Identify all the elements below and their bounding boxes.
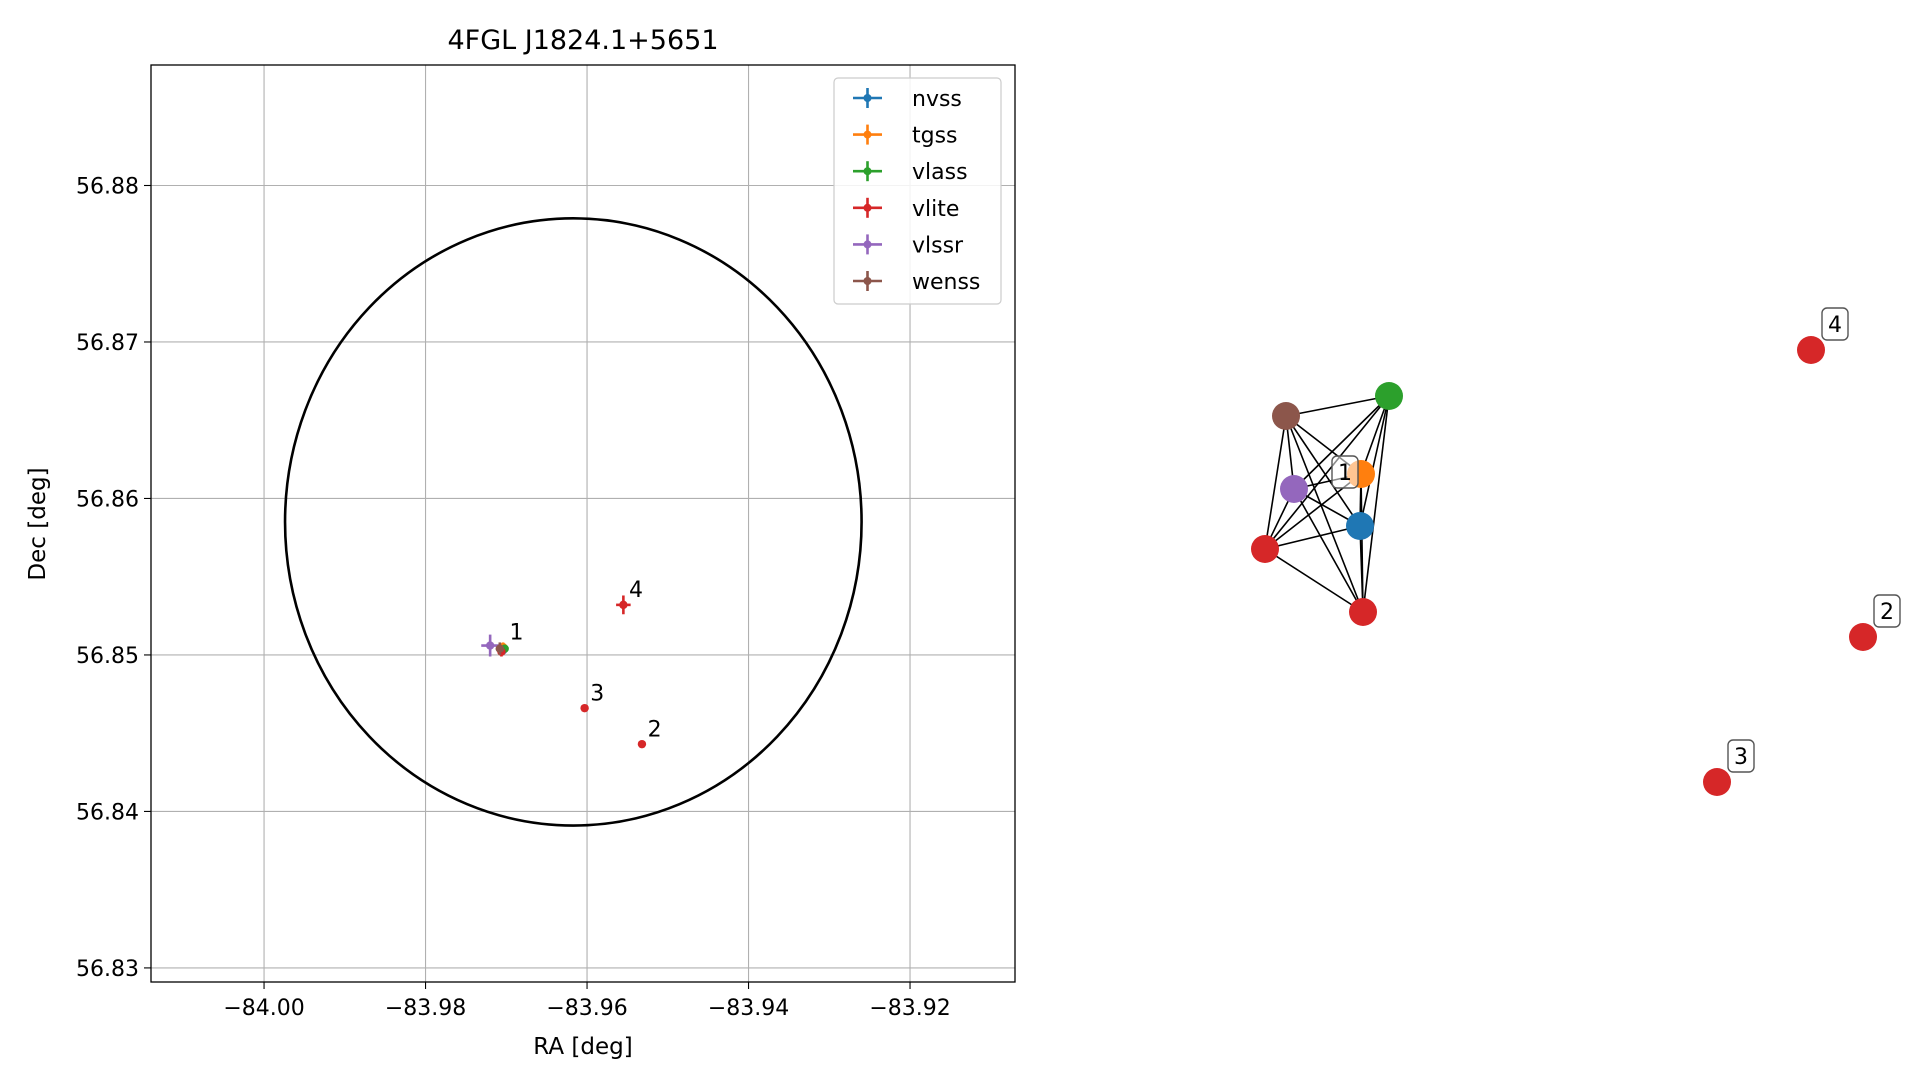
ellipse-layer (283, 217, 863, 827)
points-layer (481, 595, 647, 749)
legend-entry-tgss: tgss (853, 124, 958, 149)
x-tick-label: −84.00 (223, 996, 304, 1021)
graph-edge (1285, 395, 1390, 417)
legend-swatch-dot (863, 94, 872, 102)
point-marker (485, 641, 495, 650)
annotation-layer: 1 2 3 4 (510, 578, 662, 742)
node-labels-layer: 1 4 2 3 (1331, 307, 1901, 773)
y-tick-label: 56.84 (76, 800, 139, 825)
legend-entry-vlite: vlite (853, 197, 959, 222)
label-box (1727, 739, 1755, 773)
x-tick-label: −83.94 (708, 996, 789, 1021)
graph-edge (1285, 415, 1361, 527)
data-point-vlite (580, 703, 589, 713)
y-tick-label: 56.87 (76, 331, 139, 356)
legend-label: nvss (912, 87, 962, 112)
y-tick-label: 56.85 (76, 644, 139, 669)
point-marker (580, 703, 589, 713)
point-annotation: 4 (629, 578, 643, 603)
legend-swatch-dot (863, 203, 872, 212)
graph-edge (1359, 525, 1364, 613)
label-box (1821, 307, 1849, 341)
y-axis: 56.83 56.84 56.85 56.86 56.87 56.88 (76, 174, 151, 982)
legend-swatch-dot (863, 167, 872, 176)
plot-frame (150, 64, 1016, 983)
legend-label: vlssr (912, 233, 964, 258)
y-axis-label: Dec [deg] (25, 467, 51, 580)
point-marker (619, 600, 628, 610)
graph-node-vlite-b (1349, 598, 1377, 626)
legend-entry-wenss: wenss (853, 270, 980, 295)
legend-label: vlass (912, 160, 968, 185)
graph-node-vlssr (1280, 475, 1308, 503)
graph-node-nvss (1346, 512, 1374, 540)
graph-node-wenss (1272, 402, 1300, 430)
label-text: 3 (1734, 745, 1748, 770)
graph-node-label: 4 (1821, 307, 1849, 341)
graph-edge (1362, 395, 1390, 613)
point-annotation: 3 (590, 681, 604, 706)
legend-entries: nvss tgss vlass vlite vlssr wenss (853, 87, 980, 295)
x-axis-label: RA [deg] (533, 1034, 632, 1060)
graph-node-label: 3 (1727, 739, 1755, 773)
x-tick-label: −83.92 (869, 996, 950, 1021)
graph-edge (1359, 395, 1390, 527)
point-marker (637, 739, 647, 749)
y-tick-label: 56.83 (76, 957, 139, 982)
legend-swatch-dot (863, 130, 872, 139)
label-text: 4 (1828, 313, 1842, 338)
chart-title: 4FGL J1824.1+5651 (447, 25, 718, 56)
graph-edge (1264, 415, 1287, 550)
graph-node-label: 1 (1331, 455, 1359, 489)
label-text: 1 (1338, 461, 1352, 486)
legend-label: wenss (912, 270, 980, 295)
label-box (1331, 455, 1359, 489)
data-point-vlite (616, 595, 631, 615)
label-box (1873, 594, 1901, 628)
graph-node-vlite-2 (1849, 623, 1877, 651)
graph-edge (1264, 525, 1361, 550)
data-point-vlssr (481, 634, 500, 657)
graph-edge (1293, 488, 1364, 613)
data-point-wenss (495, 642, 505, 655)
graph-edge (1293, 395, 1390, 490)
legend-entry-nvss: nvss (853, 87, 962, 112)
legend-entry-vlass: vlass (853, 160, 968, 185)
graph-node-label: 2 (1873, 594, 1901, 628)
data-point-vlite (637, 739, 647, 749)
legend-entry-vlssr: vlssr (853, 233, 964, 258)
y-tick-label: 56.88 (76, 174, 139, 199)
legend-swatch-dot (863, 240, 872, 249)
graph-edge (1264, 395, 1390, 550)
label-text: 2 (1880, 600, 1894, 625)
graph-edge (1264, 548, 1364, 613)
legend: nvss tgss vlass vlite vlssr wenss (833, 77, 1002, 305)
network-panel: 1 4 2 3 (1251, 307, 1901, 796)
legend-label: vlite (912, 197, 959, 222)
graph-node-vlass (1375, 382, 1403, 410)
point-annotation: 1 (510, 620, 524, 645)
legend-swatch-dot (863, 277, 872, 285)
x-axis: −84.00 −83.98 −83.96 −83.94 −83.92 (223, 982, 951, 1021)
confidence-ellipse (283, 217, 863, 827)
graph-edge (1285, 415, 1364, 613)
nodes-layer (1251, 336, 1877, 796)
graph-node-vlite-a (1251, 535, 1279, 563)
legend-label: tgss (912, 124, 958, 149)
x-tick-label: −83.98 (385, 996, 466, 1021)
y-tick-label: 56.86 (76, 487, 139, 512)
graph-node-vlite-3 (1703, 768, 1731, 796)
x-tick-label: −83.96 (546, 996, 627, 1021)
graph-node-vlite-4 (1797, 336, 1825, 364)
point-marker (495, 644, 505, 653)
scatter-panel: 1 2 3 4 −84.00 −83.98 −83.96 −83.94 −83.92 56.8… (25, 25, 1016, 1060)
point-annotation: 2 (648, 717, 662, 742)
